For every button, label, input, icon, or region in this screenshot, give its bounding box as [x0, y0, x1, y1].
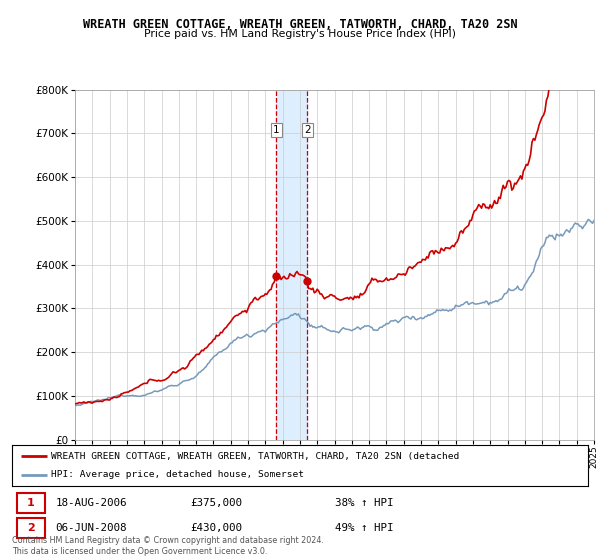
- Text: 06-JUN-2008: 06-JUN-2008: [55, 523, 127, 533]
- Text: 2: 2: [27, 523, 35, 533]
- Text: Contains HM Land Registry data © Crown copyright and database right 2024.
This d: Contains HM Land Registry data © Crown c…: [12, 536, 324, 556]
- Text: HPI: Average price, detached house, Somerset: HPI: Average price, detached house, Some…: [51, 470, 304, 479]
- Text: Price paid vs. HM Land Registry's House Price Index (HPI): Price paid vs. HM Land Registry's House …: [144, 29, 456, 39]
- Text: WREATH GREEN COTTAGE, WREATH GREEN, TATWORTH, CHARD, TA20 2SN: WREATH GREEN COTTAGE, WREATH GREEN, TATW…: [83, 18, 517, 31]
- Text: 49% ↑ HPI: 49% ↑ HPI: [335, 523, 393, 533]
- Text: £375,000: £375,000: [191, 498, 242, 508]
- FancyBboxPatch shape: [17, 493, 46, 513]
- Text: 1: 1: [27, 498, 35, 508]
- Text: WREATH GREEN COTTAGE, WREATH GREEN, TATWORTH, CHARD, TA20 2SN (detached: WREATH GREEN COTTAGE, WREATH GREEN, TATW…: [51, 451, 460, 460]
- Text: 2: 2: [304, 125, 311, 135]
- FancyBboxPatch shape: [17, 518, 46, 538]
- Text: 1: 1: [273, 125, 280, 135]
- Text: 38% ↑ HPI: 38% ↑ HPI: [335, 498, 393, 508]
- Bar: [276, 90, 307, 440]
- Text: £430,000: £430,000: [191, 523, 242, 533]
- Text: 18-AUG-2006: 18-AUG-2006: [55, 498, 127, 508]
